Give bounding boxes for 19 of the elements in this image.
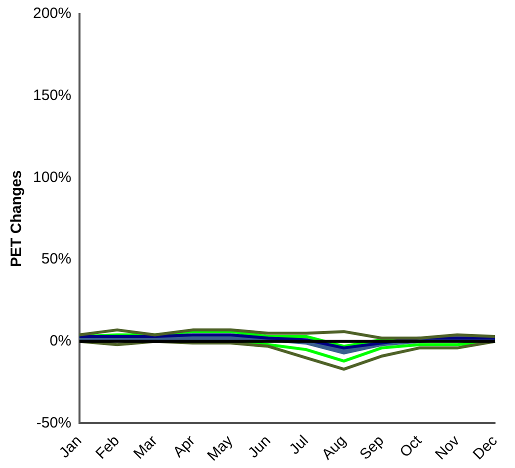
x-tick-label: Mar: [130, 432, 161, 463]
x-tick-label: Feb: [92, 432, 123, 463]
y-tick-label: 150%: [32, 86, 72, 104]
x-tick-label: Jan: [56, 432, 86, 462]
y-axis-title: PET Changes: [8, 170, 26, 267]
y-tick-label: -50%: [36, 414, 72, 432]
x-tick-label: Nov: [432, 432, 464, 464]
x-tick-label: Oct: [396, 432, 426, 461]
x-tick-label: Aug: [318, 432, 350, 464]
x-tick-label: Apr: [170, 432, 198, 461]
x-tick-label: Jun: [244, 432, 274, 462]
x-tick-label: May: [204, 432, 237, 464]
x-tick-label: Jul: [286, 432, 312, 458]
x-tick-label: Sep: [356, 432, 388, 464]
y-tick-label: 200%: [32, 5, 72, 22]
y-tick-label: 50%: [41, 250, 72, 268]
x-tick-label: Dec: [470, 432, 502, 464]
y-tick-label: 100%: [32, 168, 72, 186]
y-tick-label: 0%: [50, 332, 72, 350]
